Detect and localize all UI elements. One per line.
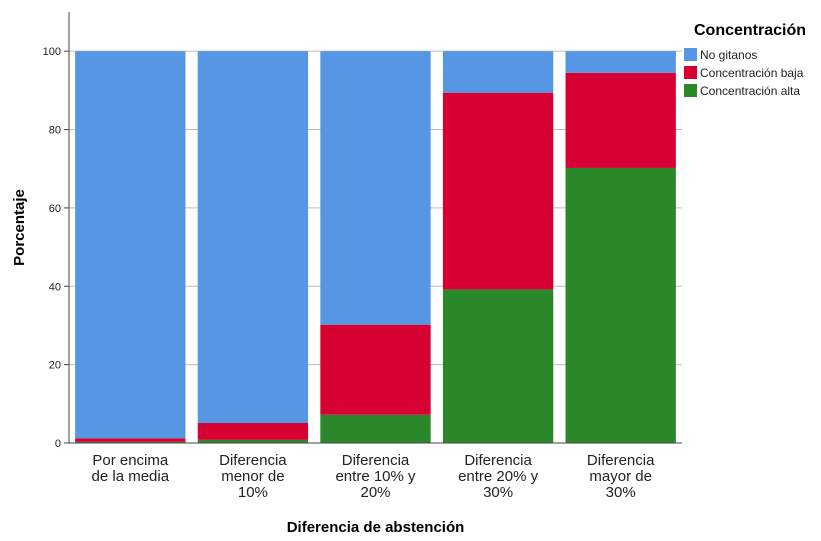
y-tick-label: 80 — [49, 125, 61, 137]
axes — [68, 12, 682, 444]
legend-label: Concentración baja — [700, 66, 804, 80]
bar-segment — [75, 441, 186, 443]
legend-swatch — [684, 66, 697, 79]
bar-segment — [75, 51, 186, 439]
x-tick-label-line: Diferencia — [587, 452, 655, 469]
x-tick-label-line: 30% — [483, 484, 513, 501]
legend-swatch — [684, 84, 697, 97]
bar-segment — [197, 439, 309, 443]
x-tick-label-line: 10% — [238, 484, 268, 501]
y-tick-label: 20 — [49, 360, 61, 372]
bar-segment — [442, 289, 554, 443]
x-tick-label: Por encima de la media — [92, 452, 170, 485]
x-tick-label-line: Diferencia — [464, 452, 532, 469]
x-tick-label-line: 20% — [360, 484, 390, 501]
x-axis-title: Diferencia de abstención — [287, 519, 465, 536]
x-tick-label-line: menor de — [221, 468, 284, 485]
y-axis-title: Porcentaje — [11, 189, 28, 266]
legend-label: Concentración alta — [700, 84, 800, 98]
x-tick-label-line: 30% — [606, 484, 636, 501]
bar-segment — [565, 167, 676, 443]
bars — [75, 51, 676, 443]
bar-segment — [565, 72, 676, 168]
bar-segment — [320, 414, 431, 443]
legend: Concentración No gitanos Concentración ba… — [684, 22, 806, 98]
x-tick-label-line: mayor de — [589, 468, 652, 485]
x-tick-label: Diferencia entre 10% y 20% — [335, 452, 416, 501]
bar-segment — [75, 438, 186, 442]
x-tick-label-line: Diferencia — [342, 452, 410, 469]
bar-segment — [320, 324, 431, 415]
y-tick-labels: 0 20 40 60 80 100 — [43, 46, 69, 450]
x-tick-label: Diferencia mayor de 30% — [587, 452, 655, 501]
y-tick-label: 0 — [55, 438, 61, 450]
bar-segment — [197, 51, 309, 424]
legend-swatch — [684, 48, 697, 61]
bar-segment — [197, 423, 309, 440]
x-tick-label-line: entre 10% y — [335, 468, 416, 485]
x-tick-label-line: de la media — [92, 468, 170, 485]
legend-title: Concentración — [694, 22, 806, 39]
x-tick-label: Diferencia menor de 10% — [219, 452, 287, 501]
x-tick-label-line: entre 20% y — [458, 468, 539, 485]
bar-segment — [442, 92, 554, 290]
bar-segment — [442, 51, 554, 93]
legend-label: No gitanos — [700, 48, 757, 62]
y-tick-label: 40 — [49, 281, 61, 293]
x-tick-label-line: Por encima — [92, 452, 169, 469]
x-tick-label: Diferencia entre 20% y 30% — [458, 452, 539, 501]
x-tick-label-line: Diferencia — [219, 452, 287, 469]
bar-segment — [320, 51, 431, 325]
bar-segment — [565, 51, 676, 73]
y-tick-label: 100 — [43, 46, 61, 58]
y-tick-label: 60 — [49, 203, 61, 215]
